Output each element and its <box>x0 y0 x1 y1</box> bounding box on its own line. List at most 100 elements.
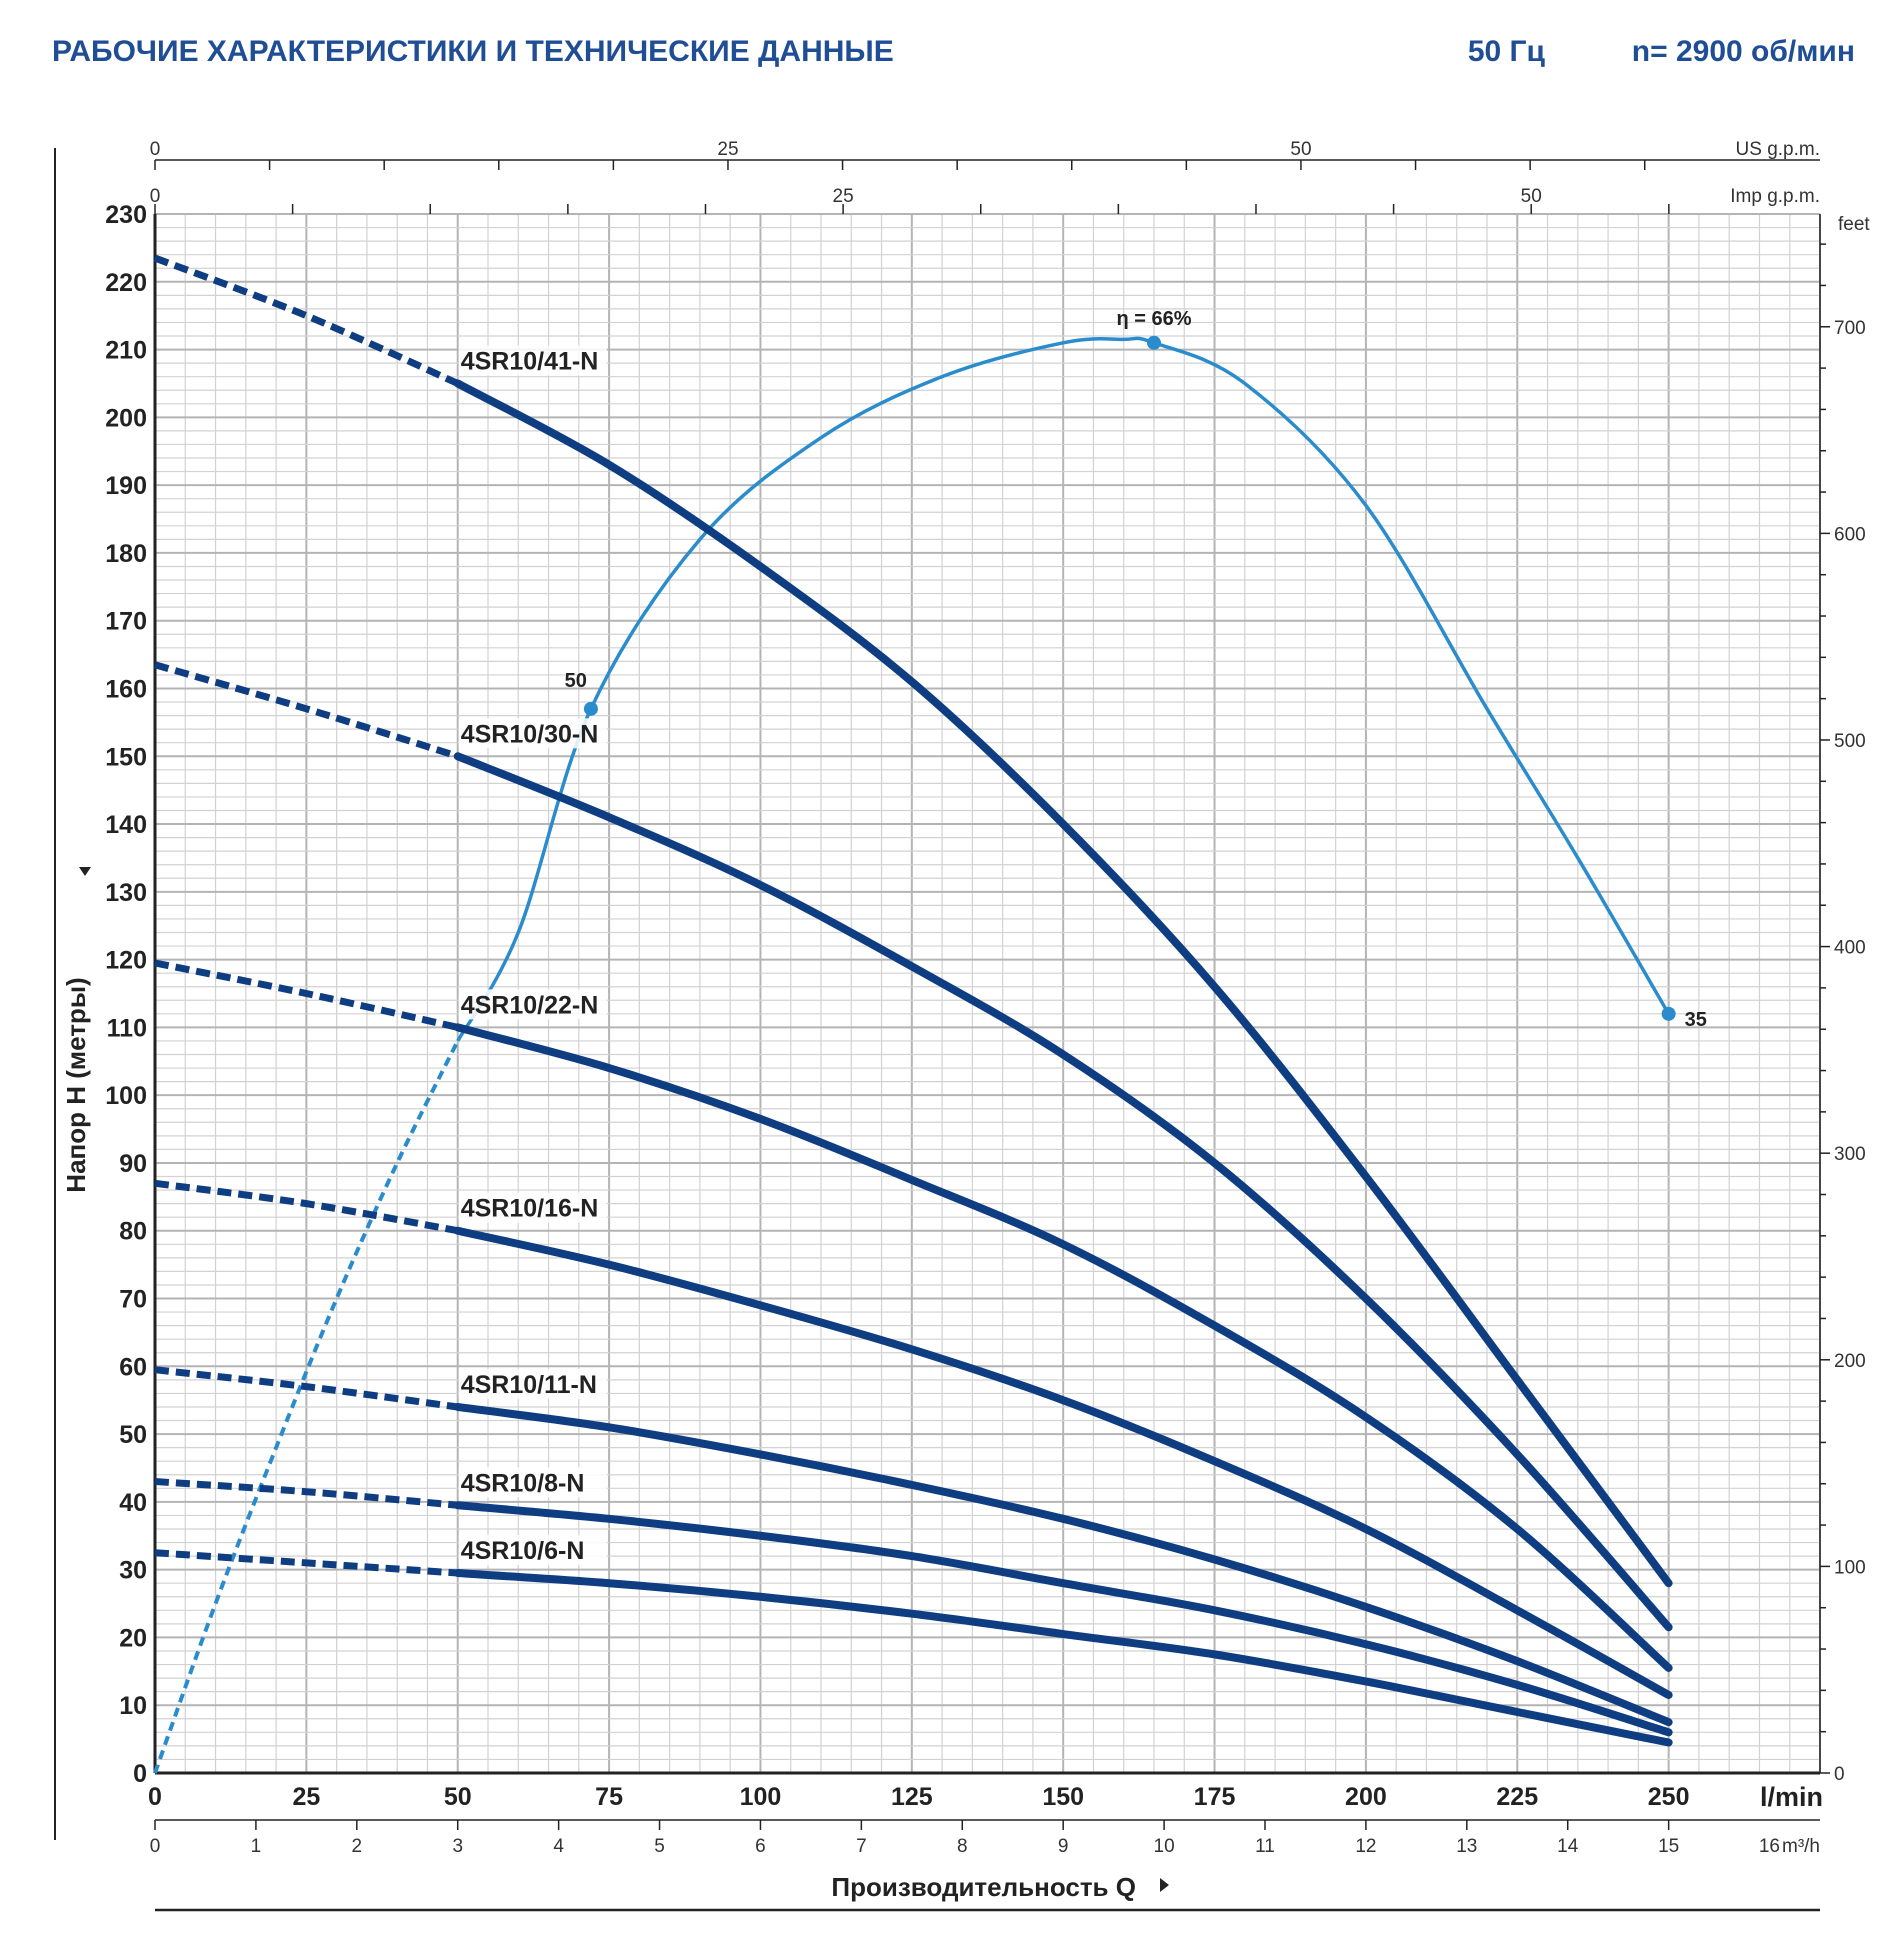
imp-gpm-tick-label: 25 <box>833 186 854 207</box>
m3h-tick-label: 1 <box>251 1836 262 1857</box>
curve-label: 4SR10/30-N <box>461 720 599 748</box>
us-gpm-tick-label: 25 <box>717 139 738 160</box>
curve-label: 4SR10/16-N <box>461 1195 599 1223</box>
m3h-tick-label: 16 <box>1759 1836 1780 1857</box>
y-tick-label: 30 <box>119 1557 147 1585</box>
efficiency-point <box>1147 335 1161 350</box>
m3h-tick-label: 4 <box>553 1836 564 1857</box>
feet-tick-label: 300 <box>1834 1144 1866 1165</box>
pump-curve-dashed <box>154 1478 459 1509</box>
x-tick-label: 125 <box>891 1783 933 1811</box>
frequency-label: 50 Гц <box>1468 35 1546 68</box>
curve-label-bg <box>458 1192 607 1223</box>
x-tick-label: 100 <box>740 1783 782 1811</box>
feet-tick-label: 600 <box>1834 524 1866 545</box>
us-gpm-tick-label: 0 <box>150 139 161 160</box>
curve-label-bg <box>458 1368 607 1399</box>
m3h-tick-label: 9 <box>1058 1836 1069 1857</box>
y-tick-label: 230 <box>105 201 147 229</box>
y-tick-label: 10 <box>119 1692 147 1720</box>
feet-tick-label: 500 <box>1834 731 1866 752</box>
plot-grid <box>154 213 1821 1774</box>
y-tick-label: 80 <box>119 1218 147 1246</box>
x-tick-label: 0 <box>148 1783 162 1811</box>
pump-curves <box>153 254 1673 1747</box>
efficiency-point <box>583 701 598 716</box>
axes: 0102030405060708090100110120130140150160… <box>54 139 1870 1912</box>
x-tick-label: 25 <box>292 1783 320 1811</box>
feet-unit-label: feet <box>1838 214 1870 235</box>
x-tick-label: 75 <box>595 1783 623 1811</box>
x-tick-label: 175 <box>1194 1783 1236 1811</box>
curve-label: 4SR10/8-N <box>461 1469 585 1497</box>
efficiency-point-label: 50 <box>565 670 587 692</box>
y-tick-label: 190 <box>105 472 147 500</box>
pump-curve-dashed <box>154 661 459 760</box>
curve-label-bg <box>458 718 607 749</box>
y-tick-label: 120 <box>105 947 147 975</box>
feet-tick-label: 400 <box>1834 938 1866 959</box>
y-tick-label: 170 <box>105 608 147 636</box>
y-tick-label: 220 <box>105 269 147 297</box>
efficiency-curve: 50 η = 66% 35 <box>153 308 1707 1774</box>
us-gpm-unit-label: US g.p.m. <box>1736 139 1820 160</box>
m3h-tick-label: 2 <box>352 1836 363 1857</box>
imp-gpm-tick-label: 50 <box>1521 186 1542 207</box>
y-tick-label: 20 <box>119 1624 147 1652</box>
x-tick-label: 225 <box>1496 1783 1538 1811</box>
x-axis-arrow-icon <box>1160 1878 1169 1892</box>
m3h-tick-label: 3 <box>452 1836 463 1857</box>
pump-curve-solid <box>453 1023 1673 1672</box>
y-tick-label: 50 <box>119 1421 147 1449</box>
m3h-tick-label: 0 <box>150 1836 161 1857</box>
m3h-tick-label: 13 <box>1456 1836 1477 1857</box>
x-tick-label: 200 <box>1345 1783 1387 1811</box>
y-tick-label: 90 <box>119 1150 147 1178</box>
x-tick-label: 150 <box>1042 1783 1084 1811</box>
y-tick-label: 0 <box>133 1760 147 1788</box>
pump-curve-solid <box>453 1402 1673 1727</box>
y-axis-label: Напор H (метры) <box>61 977 91 1192</box>
feet-tick-label: 700 <box>1834 318 1866 339</box>
m3h-tick-label: 15 <box>1658 1836 1679 1857</box>
m3h-tick-label: 10 <box>1154 1836 1175 1857</box>
m3h-tick-label: 6 <box>755 1836 766 1857</box>
y-tick-label: 150 <box>105 743 147 771</box>
curve-label: 4SR10/41-N <box>461 347 599 375</box>
y-tick-label: 200 <box>105 404 147 432</box>
feet-tick-label: 100 <box>1834 1557 1866 1578</box>
m3h-unit-label: m³/h <box>1782 1836 1820 1857</box>
m3h-tick-label: 8 <box>957 1836 968 1857</box>
chart-title: РАБОЧИЕ ХАРАКТЕРИСТИКИ И ТЕХНИЧЕСКИЕ ДАН… <box>52 35 894 68</box>
y-tick-label: 40 <box>119 1489 147 1517</box>
pump-curve-dashed <box>154 1179 459 1235</box>
y-tick-label: 160 <box>105 675 147 703</box>
feet-tick-label: 0 <box>1834 1764 1845 1785</box>
y-tick-label: 70 <box>119 1286 147 1314</box>
efficiency-curve-dashed <box>153 1040 460 1774</box>
curve-label-bg <box>458 989 607 1020</box>
pump-curve-solid <box>453 1569 1673 1747</box>
y-tick-label: 100 <box>105 1082 147 1110</box>
y-tick-label: 130 <box>105 879 147 907</box>
y-axis-arrow-icon <box>79 867 91 876</box>
curve-label-bg <box>458 345 607 376</box>
pump-curve-solid <box>453 379 1673 1588</box>
curve-labels: 4SR10/41-N 4SR10/30-N 4SR10/22-N 4SR10/16-N… <box>458 345 607 1566</box>
m3h-tick-label: 5 <box>654 1836 665 1857</box>
pump-curve-solid <box>453 752 1673 1632</box>
x-unit-label: l/min <box>1760 1782 1823 1812</box>
pump-curve-dashed <box>154 1366 459 1411</box>
curve-label-bg <box>458 1535 607 1566</box>
m3h-tick-label: 12 <box>1355 1836 1376 1857</box>
imp-gpm-tick-label: 0 <box>150 186 161 207</box>
y-tick-label: 60 <box>119 1353 147 1381</box>
efficiency-point <box>1661 1006 1676 1021</box>
curve-label: 4SR10/11-N <box>461 1371 597 1399</box>
m3h-tick-label: 11 <box>1255 1836 1275 1857</box>
curve-label: 4SR10/6-N <box>461 1537 585 1565</box>
pump-curve-dashed <box>154 1549 458 1577</box>
x-tick-label: 250 <box>1648 1783 1690 1811</box>
pump-curve-solid <box>453 1226 1673 1700</box>
